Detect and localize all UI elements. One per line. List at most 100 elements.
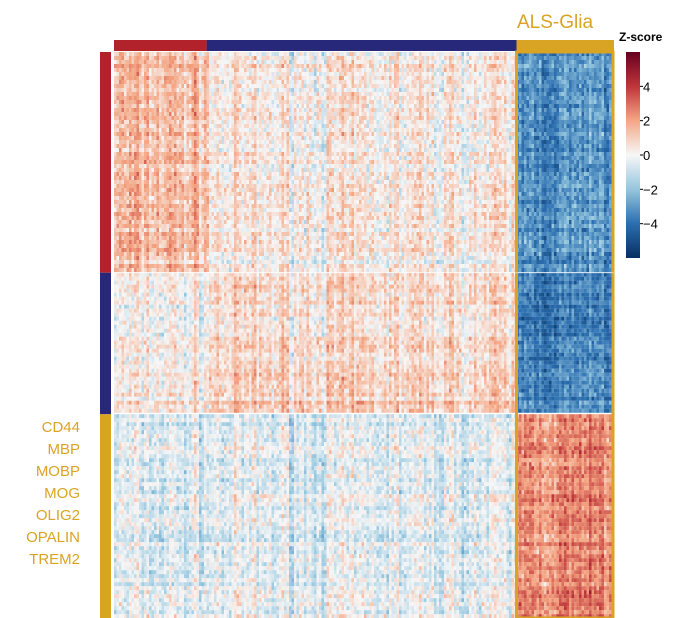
heatmap-cell	[522, 104, 525, 108]
heatmap-cell	[352, 124, 355, 128]
heatmap-cell	[599, 80, 602, 84]
heatmap-cell	[419, 64, 422, 68]
heatmap-cell	[424, 56, 427, 60]
heatmap-cell	[159, 100, 162, 104]
heatmap-cell	[347, 76, 350, 80]
heatmap-cell	[404, 72, 407, 76]
heatmap-cell	[192, 88, 195, 92]
heatmap-cell	[312, 128, 315, 132]
heatmap-cell	[157, 128, 160, 132]
heatmap-cell	[352, 84, 355, 88]
heatmap-cell	[239, 124, 242, 128]
heatmap-cell	[599, 124, 602, 128]
heatmap-cell	[197, 84, 200, 88]
heatmap-cell	[314, 60, 317, 64]
heatmap-cell	[339, 60, 342, 64]
heatmap-cell	[507, 100, 510, 104]
heatmap-cell	[299, 104, 302, 108]
heatmap-cell	[204, 52, 207, 56]
heatmap-cell	[512, 84, 515, 88]
heatmap-cell	[362, 112, 365, 116]
heatmap-cell	[309, 96, 312, 100]
heatmap-cell	[132, 92, 135, 96]
heatmap-cell	[307, 60, 310, 64]
heatmap-cell	[502, 120, 505, 124]
heatmap-cell	[347, 80, 350, 84]
heatmap-cell	[132, 68, 135, 72]
heatmap-cell	[604, 100, 607, 104]
heatmap-cell	[504, 128, 507, 132]
heatmap-cell	[227, 64, 230, 68]
heatmap-cell	[372, 72, 375, 76]
heatmap-cell	[259, 108, 262, 112]
heatmap-cell	[147, 56, 150, 60]
heatmap-cell	[297, 84, 300, 88]
heatmap-cell	[512, 68, 515, 72]
heatmap-cell	[472, 112, 475, 116]
heatmap-cell	[287, 56, 290, 60]
heatmap-cell	[169, 60, 172, 64]
heatmap-cell	[314, 92, 317, 96]
heatmap-cell	[434, 96, 437, 100]
heatmap-cell	[542, 72, 545, 76]
heatmap-cell	[299, 116, 302, 120]
heatmap-cell	[532, 84, 535, 88]
heatmap-cell	[299, 92, 302, 96]
heatmap-cell	[169, 120, 172, 124]
heatmap-cell	[569, 72, 572, 76]
heatmap-cell	[262, 124, 265, 128]
heatmap-cell	[332, 56, 335, 60]
heatmap-cell	[494, 76, 497, 80]
heatmap-cell	[259, 80, 262, 84]
heatmap-cell	[432, 72, 435, 76]
heatmap-cell	[487, 104, 490, 108]
heatmap-cell	[564, 76, 567, 80]
heatmap-cell	[477, 92, 480, 96]
heatmap-cell	[429, 108, 432, 112]
heatmap-cell	[592, 64, 595, 68]
heatmap-cell	[369, 72, 372, 76]
heatmap-cell	[354, 108, 357, 112]
heatmap-cell	[432, 68, 435, 72]
heatmap-cell	[479, 100, 482, 104]
heatmap-cell	[282, 72, 285, 76]
heatmap-cell	[279, 116, 282, 120]
heatmap-cell	[209, 52, 212, 56]
heatmap-cell	[527, 104, 530, 108]
heatmap-cell	[357, 112, 360, 116]
heatmap-cell	[122, 60, 125, 64]
heatmap-cell	[382, 116, 385, 120]
heatmap-cell	[469, 84, 472, 88]
heatmap-cell	[259, 96, 262, 100]
heatmap-cell	[339, 96, 342, 100]
heatmap-cell	[414, 120, 417, 124]
heatmap-cell	[492, 112, 495, 116]
heatmap-cell	[592, 120, 595, 124]
heatmap-cell	[114, 104, 117, 108]
heatmap-cell	[519, 60, 522, 64]
heatmap-cell	[312, 112, 315, 116]
heatmap-cell	[237, 92, 240, 96]
heatmap-cell	[317, 72, 320, 76]
heatmap-cell	[484, 96, 487, 100]
heatmap-cell	[502, 88, 505, 92]
heatmap-cell	[607, 120, 610, 124]
heatmap-cell	[164, 120, 167, 124]
heatmap-cell	[584, 92, 587, 96]
heatmap-cell	[334, 56, 337, 60]
heatmap-cell	[169, 88, 172, 92]
heatmap-cell	[562, 80, 565, 84]
heatmap-cell	[127, 64, 130, 68]
heatmap-cell	[562, 64, 565, 68]
heatmap-cell	[349, 100, 352, 104]
heatmap-cell	[422, 100, 425, 104]
heatmap-cell	[327, 52, 330, 56]
heatmap-cell	[124, 84, 127, 88]
heatmap-cell	[564, 72, 567, 76]
heatmap-cell	[332, 68, 335, 72]
heatmap-cell	[334, 112, 337, 116]
heatmap-cell	[124, 56, 127, 60]
heatmap-cell	[364, 56, 367, 60]
heatmap-cell	[177, 68, 180, 72]
heatmap-cell	[487, 72, 490, 76]
